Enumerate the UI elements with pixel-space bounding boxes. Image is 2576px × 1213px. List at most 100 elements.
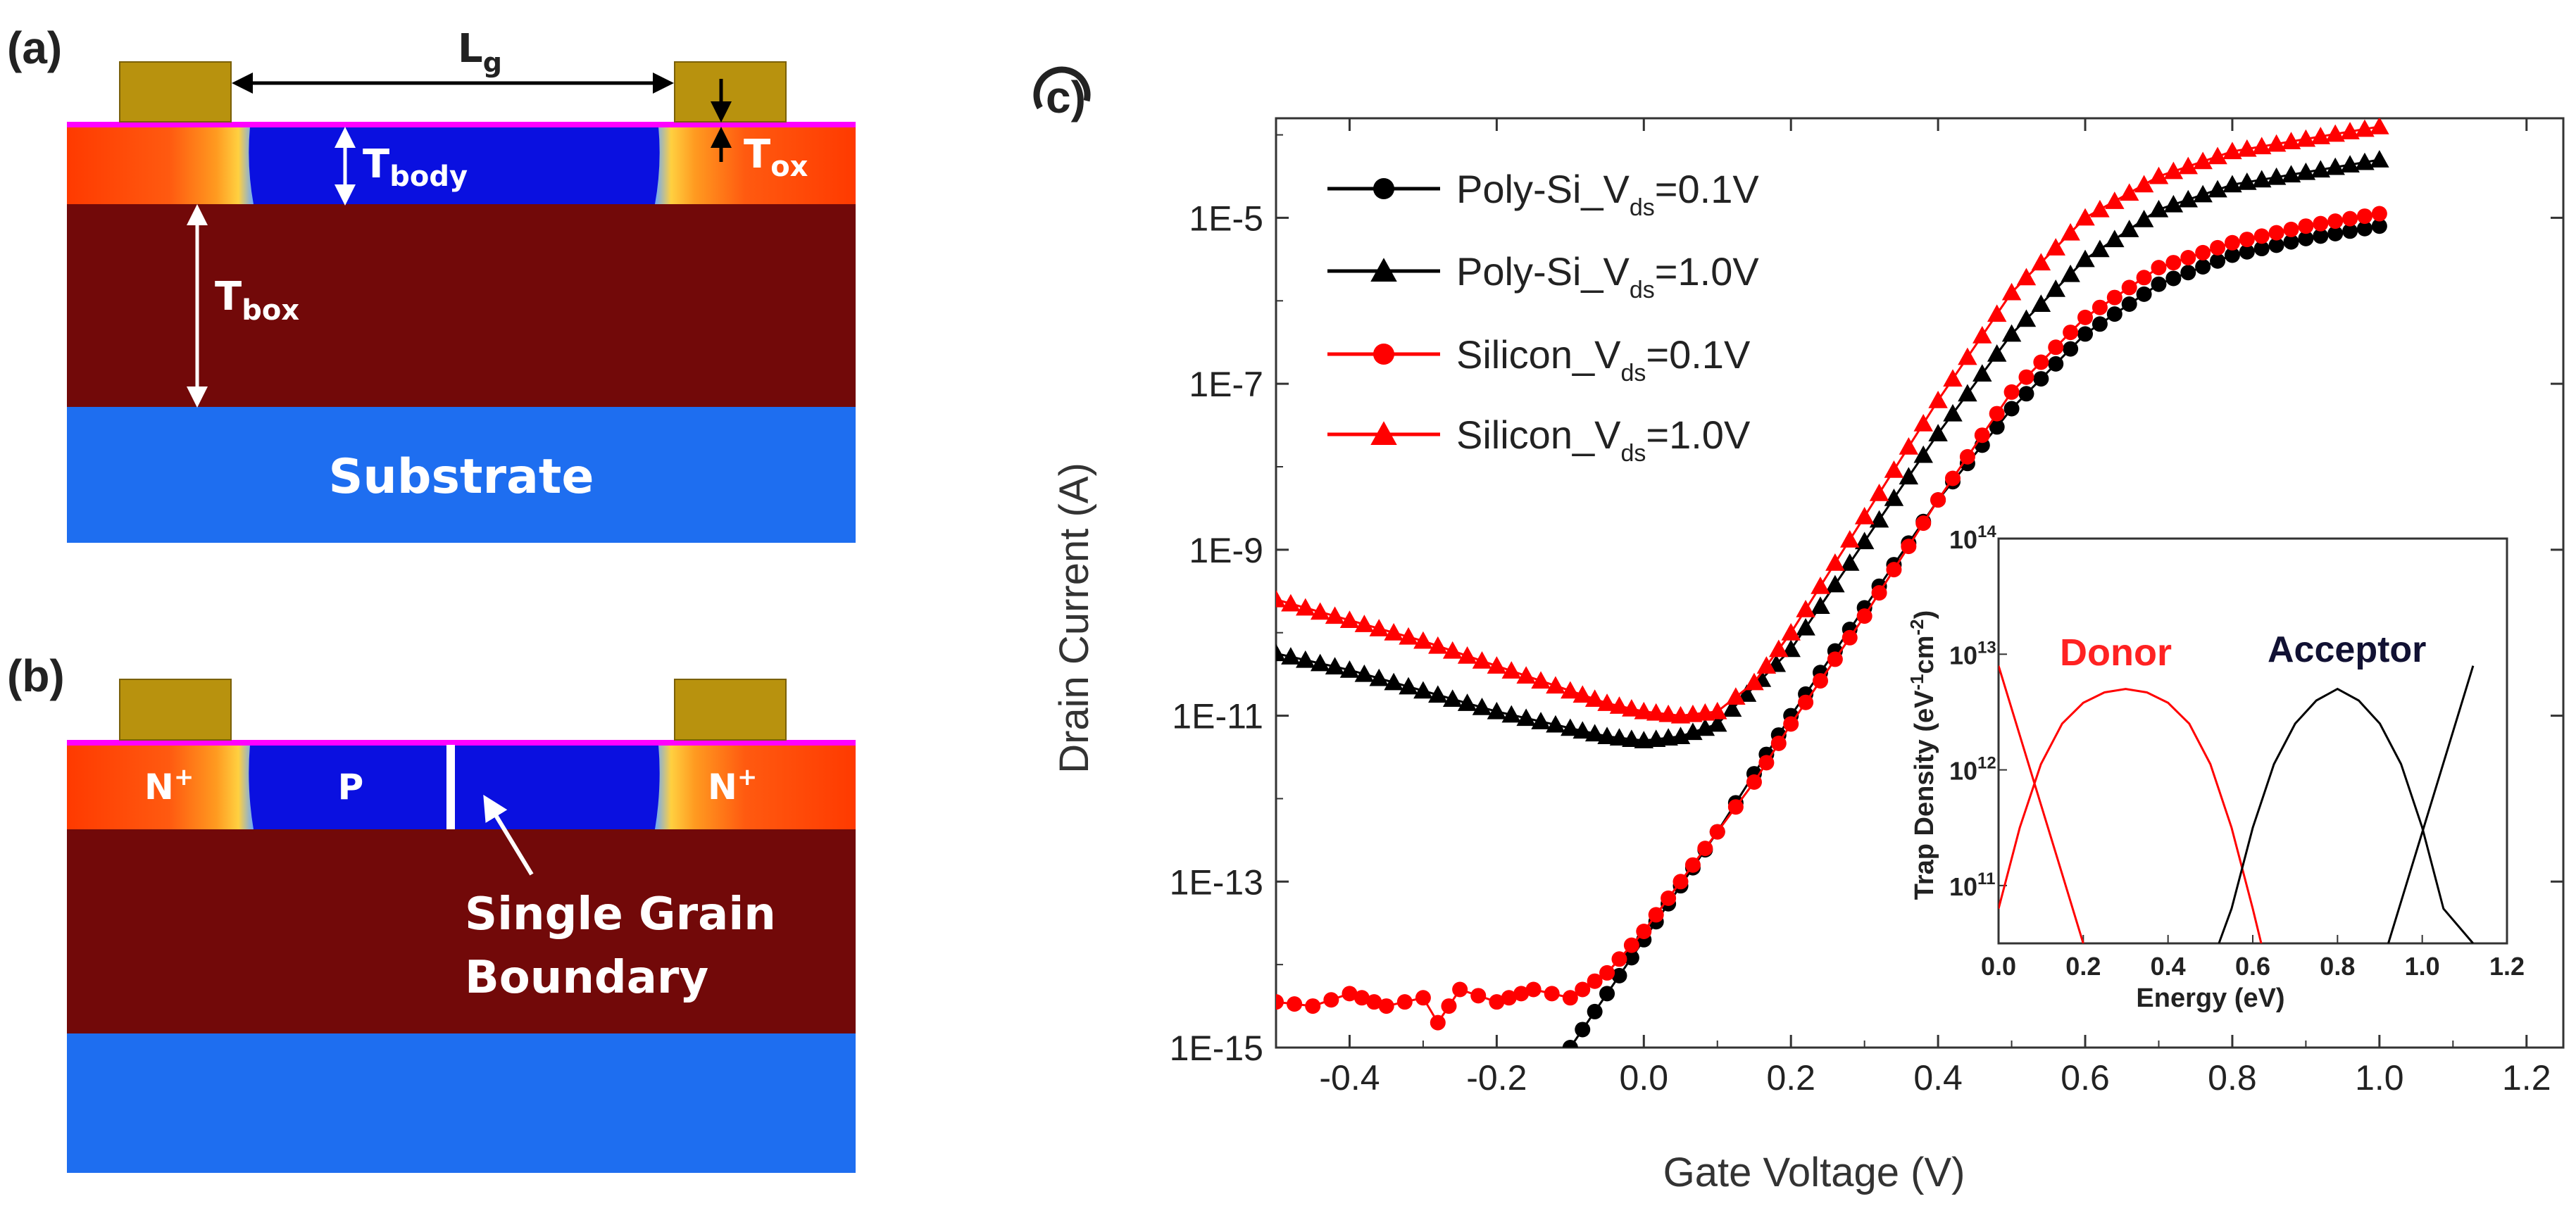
data-point <box>1561 718 1580 736</box>
data-point <box>1915 515 1932 532</box>
data-point <box>1281 593 1301 612</box>
data-point <box>2003 384 2020 400</box>
data-point <box>1623 950 1639 966</box>
data-point <box>2063 341 2079 357</box>
data-point <box>1441 998 1457 1014</box>
plot-frame <box>1275 117 2565 1049</box>
data-point <box>1987 304 2007 322</box>
inset-y-title: Trap Density (eV-1cm-2) <box>1906 610 1939 900</box>
gate-left-a <box>119 61 232 122</box>
y-tick-label: 1E-13 <box>1170 862 1263 902</box>
data-point <box>2251 170 2272 188</box>
main-chart: -0.4 -0.2 0.0 0.2 0.4 0.6 0.8 1.0 1.2 1E-5 1E-7 1E-… <box>1051 117 2565 1195</box>
data-point <box>2253 241 2270 257</box>
data-point <box>1305 998 1321 1014</box>
x-tick-label: 1.2 <box>2502 1058 2551 1098</box>
lg-label: Lg <box>458 26 502 78</box>
data-point <box>1746 774 1762 790</box>
data-point <box>2342 223 2358 239</box>
data-point <box>2180 250 2196 265</box>
series-3 <box>1276 118 2389 724</box>
data-point <box>2121 279 2137 296</box>
data-point <box>1672 874 1689 890</box>
data-point <box>1611 951 1627 967</box>
data-point <box>1634 701 1654 719</box>
data-point <box>2163 161 2184 180</box>
data-point <box>2210 253 2226 269</box>
data-point <box>1989 406 2005 422</box>
data-point <box>2048 339 2064 356</box>
data-point <box>2340 155 2360 172</box>
x-tick-label: 0.2 <box>1766 1058 1815 1098</box>
data-point <box>2210 239 2226 256</box>
data-point <box>1709 824 1725 840</box>
data-point <box>1869 483 1889 501</box>
data-point <box>1928 424 1948 441</box>
x-tick-label: 0.4 <box>1913 1058 1963 1098</box>
data-point <box>1587 1003 1603 1019</box>
data-point <box>1597 727 1617 745</box>
data-point <box>2283 234 2299 250</box>
data-point <box>1744 672 1764 691</box>
data-point <box>1722 699 1742 717</box>
data-point <box>2224 234 2240 251</box>
source-a <box>67 127 254 204</box>
data-point <box>2016 309 2037 327</box>
inset-x-tick-label: 0.2 <box>2065 952 2101 981</box>
data-point <box>2224 247 2240 263</box>
drain-a <box>655 127 856 204</box>
data-point <box>1472 651 1492 669</box>
data-point <box>2327 213 2344 230</box>
substrate-label: Substrate <box>328 449 594 505</box>
data-point <box>2003 401 2020 417</box>
data-point <box>1840 529 1860 548</box>
data-point <box>1622 699 1642 717</box>
donor-label: Donor <box>2060 631 2172 674</box>
data-point <box>1684 857 1701 873</box>
data-point <box>1812 673 1828 689</box>
data-point <box>1758 755 1775 771</box>
data-point <box>1945 470 1961 486</box>
data-point <box>1943 369 1963 387</box>
data-point <box>2061 222 2080 241</box>
data-point <box>2311 160 2331 178</box>
data-point <box>2266 134 2287 152</box>
data-point <box>1487 701 1507 719</box>
body-p-label: P <box>338 767 364 807</box>
data-point <box>2342 210 2358 227</box>
data-point <box>1796 599 1815 617</box>
data-point <box>1599 964 1615 981</box>
data-point <box>2149 166 2169 184</box>
data-point <box>1584 689 1605 707</box>
inset-donor-gaussian <box>1999 688 2263 943</box>
inset-x-tick-label: 0.0 <box>1981 952 2016 981</box>
data-point <box>2165 255 2182 271</box>
panel-c: c) -0.4 -0.2 0.0 0.2 0.4 0.6 0.8 1.0 1.2 1E-5 1E-7… <box>1033 66 2565 1195</box>
data-point <box>2075 208 2095 226</box>
data-point <box>2031 253 2051 271</box>
data-point <box>1726 687 1746 705</box>
data-point <box>2356 220 2372 237</box>
data-point <box>2370 118 2389 134</box>
legend-label: Poly-Si_Vds=1.0V <box>1456 249 1759 303</box>
boundary-label-line2: Boundary <box>465 952 708 1004</box>
data-point <box>1899 436 1919 455</box>
data-point <box>1599 986 1615 1002</box>
data-point <box>2239 232 2255 248</box>
data-point <box>2253 228 2270 244</box>
data-point <box>1546 676 1565 694</box>
data-point <box>1697 841 1713 857</box>
data-point <box>1871 585 1887 601</box>
x-tick-label: -0.4 <box>1319 1058 1380 1098</box>
data-point <box>2136 286 2152 302</box>
data-point <box>2208 146 2227 165</box>
data-point <box>1958 384 1977 402</box>
data-point <box>2033 371 2049 387</box>
x-tick-label: 1.0 <box>2355 1058 2404 1098</box>
data-point <box>1609 696 1630 714</box>
data-point <box>2281 132 2301 149</box>
data-point <box>1928 390 1948 408</box>
series-1 <box>1276 150 2389 748</box>
data-point <box>1287 996 1303 1012</box>
data-point <box>1811 576 1830 594</box>
